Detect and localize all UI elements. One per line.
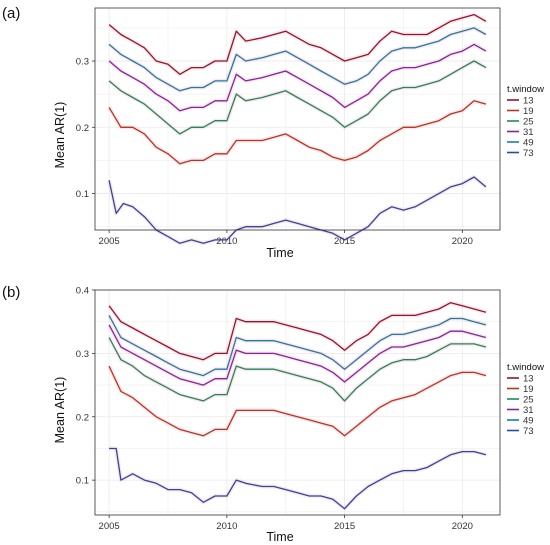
series-line-25 <box>108 337 487 402</box>
panel-a-x-axis-title: Time <box>266 246 293 260</box>
x-tick-label: 2015 <box>334 236 355 247</box>
panel-b-x-axis-title: Time <box>266 530 293 544</box>
panel-b-tag: (b) <box>2 284 20 301</box>
y-tick-label: 0.3 <box>76 57 89 68</box>
series-line-19 <box>108 365 487 437</box>
panel-a-ticks: 2005 2010 2015 2020 0.1 0.2 0.3 <box>76 57 473 247</box>
x-tick-label: 2020 <box>452 236 473 247</box>
y-tick-label: 0.1 <box>76 189 89 200</box>
panel-a-legend-title: t.window <box>507 84 544 95</box>
series-line-31 <box>108 324 487 386</box>
panel-b-y-axis-title: Mean AR(1) <box>53 377 67 444</box>
x-tick-label: 2015 <box>334 521 355 532</box>
legend-label-73: 73 <box>523 426 534 437</box>
series-line-19 <box>108 100 487 165</box>
panel-b-series <box>107 300 487 511</box>
series-line-13 <box>108 13 487 75</box>
legend-label-19: 19 <box>523 106 534 117</box>
legend-label-13: 13 <box>523 374 534 385</box>
panel-a-tag: (a) <box>2 5 20 22</box>
x-tick-label: 2010 <box>216 236 237 247</box>
y-tick-label: 0.4 <box>76 286 89 297</box>
legend-label-25: 25 <box>523 117 534 128</box>
series-halo-19 <box>107 98 487 166</box>
legend-label-13: 13 <box>523 96 534 107</box>
panel-b-ticks: 2005 2010 2015 2020 0.1 0.2 0.3 0.4 <box>76 286 473 533</box>
x-tick-label: 2005 <box>99 236 120 247</box>
y-tick-label: 0.1 <box>76 476 89 487</box>
series-line-73 <box>108 176 487 244</box>
legend-label-25: 25 <box>523 395 534 406</box>
series-line-31 <box>108 43 487 112</box>
legend-label-31: 31 <box>523 127 534 138</box>
panel-b-frame <box>94 289 501 516</box>
panel-a-frame <box>94 7 501 231</box>
x-tick-label: 2010 <box>216 521 237 532</box>
legend-label-31: 31 <box>523 405 534 416</box>
series-line-73 <box>109 447 487 510</box>
series-line-13 <box>108 302 487 361</box>
panel-b: (b) 2005 2010 2015 2020 0.1 0.2 0.3 0.4 Time Me… <box>2 284 544 544</box>
panel-b-legend-title: t.window <box>507 362 544 373</box>
series-line-49 <box>108 27 487 92</box>
series-halo-73 <box>107 175 488 246</box>
series-halo-73 <box>109 446 487 511</box>
x-tick-label: 2020 <box>452 521 473 532</box>
legend-label-49: 49 <box>523 416 534 427</box>
x-tick-label: 2005 <box>99 521 120 532</box>
y-tick-label: 0.3 <box>76 349 89 360</box>
panel-a-grid <box>95 8 500 230</box>
panel-a-y-axis-title: Mean AR(1) <box>53 102 67 169</box>
legend-label-73: 73 <box>523 148 534 159</box>
y-tick-label: 0.2 <box>76 123 89 134</box>
panel-a-series <box>107 12 488 246</box>
series-line-49 <box>108 315 487 377</box>
legend-label-49: 49 <box>523 138 534 149</box>
y-tick-label: 0.2 <box>76 412 89 423</box>
legend-label-19: 19 <box>523 384 534 395</box>
series-line-25 <box>108 60 487 135</box>
panel-a: (a) 2005 2010 2015 2020 0.1 0.2 0.3 Time Mean … <box>2 5 544 260</box>
